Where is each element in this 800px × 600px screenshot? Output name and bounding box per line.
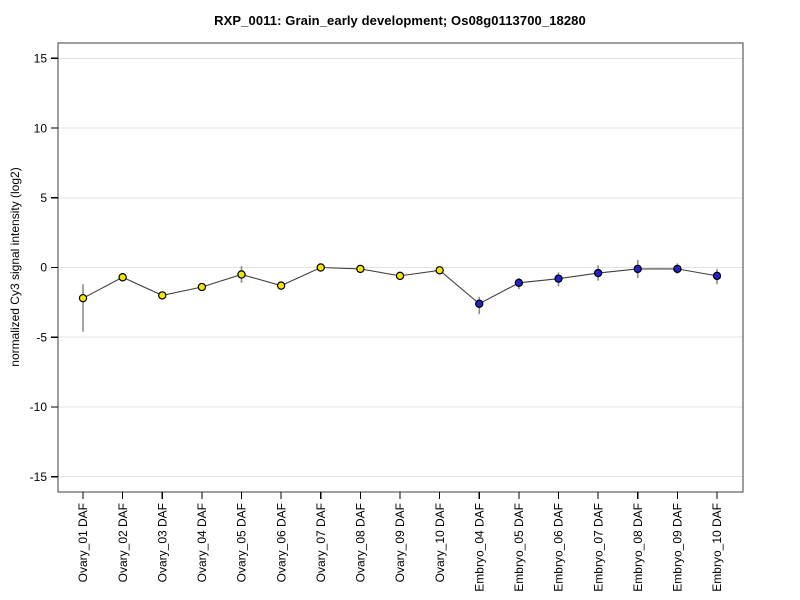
x-axis-tick-label: Ovary_02 DAF (116, 503, 130, 582)
data-point-embryo (593, 268, 603, 278)
data-point-ovary (395, 271, 405, 281)
data-point-ovary (78, 293, 88, 303)
data-point-ovary (158, 291, 167, 300)
x-axis-tick-label: Embryo_05 DAF (512, 503, 526, 592)
y-axis-tick-label: -10 (30, 400, 48, 414)
x-axis-tick-label: Ovary_03 DAF (155, 503, 169, 582)
data-point-embryo (673, 264, 682, 274)
data-point-ovary (356, 264, 365, 274)
chart-title: RXP_0011: Grain_early development; Os08g… (214, 13, 586, 28)
data-point-ovary (276, 281, 286, 290)
data-point-ovary (118, 273, 127, 282)
data-point-ovary (237, 270, 246, 279)
y-axis-tick-label: 0 (40, 261, 47, 275)
y-axis-tick-label: 10 (34, 121, 48, 135)
x-axis-tick-label: Embryo_06 DAF (552, 503, 566, 592)
data-point-embryo (514, 278, 524, 288)
x-axis-tick-label: Ovary_10 DAF (433, 503, 447, 582)
x-axis-tick-label: Embryo_04 DAF (472, 503, 486, 592)
data-point-ovary (316, 263, 325, 272)
data-point-embryo (633, 264, 642, 274)
y-axis-tick-label: -5 (36, 330, 47, 344)
y-axis-tick-label: -15 (30, 470, 48, 484)
x-axis-tick-label: Ovary_07 DAF (314, 503, 328, 582)
x-axis-tick-label: Ovary_06 DAF (274, 503, 288, 582)
data-point-embryo (712, 271, 722, 281)
data-point-ovary (197, 282, 207, 292)
data-point-embryo (554, 274, 563, 283)
data-point-embryo (475, 299, 484, 308)
x-axis-tick-label: Ovary_01 DAF (76, 503, 90, 582)
y-axis-tick-label: 15 (34, 52, 48, 66)
x-axis-tick-label: Ovary_05 DAF (235, 503, 249, 582)
x-axis-tick-label: Embryo_07 DAF (591, 503, 605, 592)
x-axis-tick-label: Embryo_09 DAF (671, 503, 685, 592)
x-axis-tick-label: Ovary_09 DAF (393, 503, 407, 582)
data-point-ovary (435, 266, 444, 275)
x-axis-tick-label: Embryo_10 DAF (710, 503, 724, 592)
x-axis-tick-label: Embryo_08 DAF (631, 503, 645, 592)
x-axis-tick-label: Ovary_04 DAF (195, 503, 209, 582)
x-axis-tick-label: Ovary_08 DAF (354, 503, 368, 582)
y-axis-tick-label: 5 (40, 191, 47, 205)
y-axis-title: normalized Cy3 signal intensity (log2) (8, 167, 22, 367)
